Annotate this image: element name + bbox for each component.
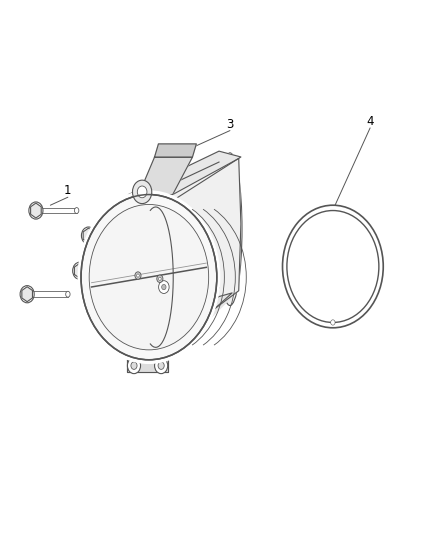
- Polygon shape: [22, 287, 32, 302]
- Circle shape: [127, 358, 141, 374]
- Circle shape: [159, 277, 161, 280]
- Ellipse shape: [218, 153, 242, 305]
- Circle shape: [81, 195, 217, 360]
- Circle shape: [78, 190, 220, 364]
- Circle shape: [159, 281, 169, 294]
- Ellipse shape: [123, 268, 127, 274]
- Bar: [38, 207, 77, 213]
- Bar: [29, 291, 68, 297]
- Ellipse shape: [66, 291, 70, 297]
- Circle shape: [20, 286, 34, 303]
- Circle shape: [73, 262, 87, 279]
- Circle shape: [162, 285, 166, 290]
- Text: 3: 3: [226, 118, 233, 131]
- Polygon shape: [129, 151, 241, 203]
- Text: 1: 1: [64, 184, 72, 197]
- Circle shape: [29, 202, 43, 219]
- Ellipse shape: [74, 208, 79, 213]
- Polygon shape: [158, 158, 241, 345]
- Circle shape: [155, 358, 168, 374]
- Polygon shape: [31, 203, 41, 218]
- Circle shape: [158, 362, 164, 369]
- Ellipse shape: [123, 232, 127, 238]
- Polygon shape: [129, 293, 232, 360]
- Circle shape: [157, 275, 163, 282]
- Polygon shape: [127, 296, 232, 360]
- Polygon shape: [155, 144, 196, 157]
- Circle shape: [132, 180, 152, 204]
- Circle shape: [81, 227, 95, 244]
- Polygon shape: [83, 228, 94, 243]
- Text: 2: 2: [125, 214, 133, 227]
- Polygon shape: [74, 263, 85, 278]
- Ellipse shape: [152, 260, 176, 314]
- Polygon shape: [127, 360, 168, 372]
- Circle shape: [89, 205, 208, 350]
- Circle shape: [137, 274, 139, 277]
- Bar: [91, 232, 125, 238]
- Circle shape: [131, 362, 137, 369]
- Circle shape: [137, 186, 147, 198]
- Polygon shape: [139, 157, 192, 195]
- Circle shape: [283, 205, 383, 328]
- Text: 4: 4: [366, 115, 374, 128]
- Circle shape: [331, 320, 335, 325]
- Bar: [82, 268, 125, 274]
- Circle shape: [135, 272, 141, 279]
